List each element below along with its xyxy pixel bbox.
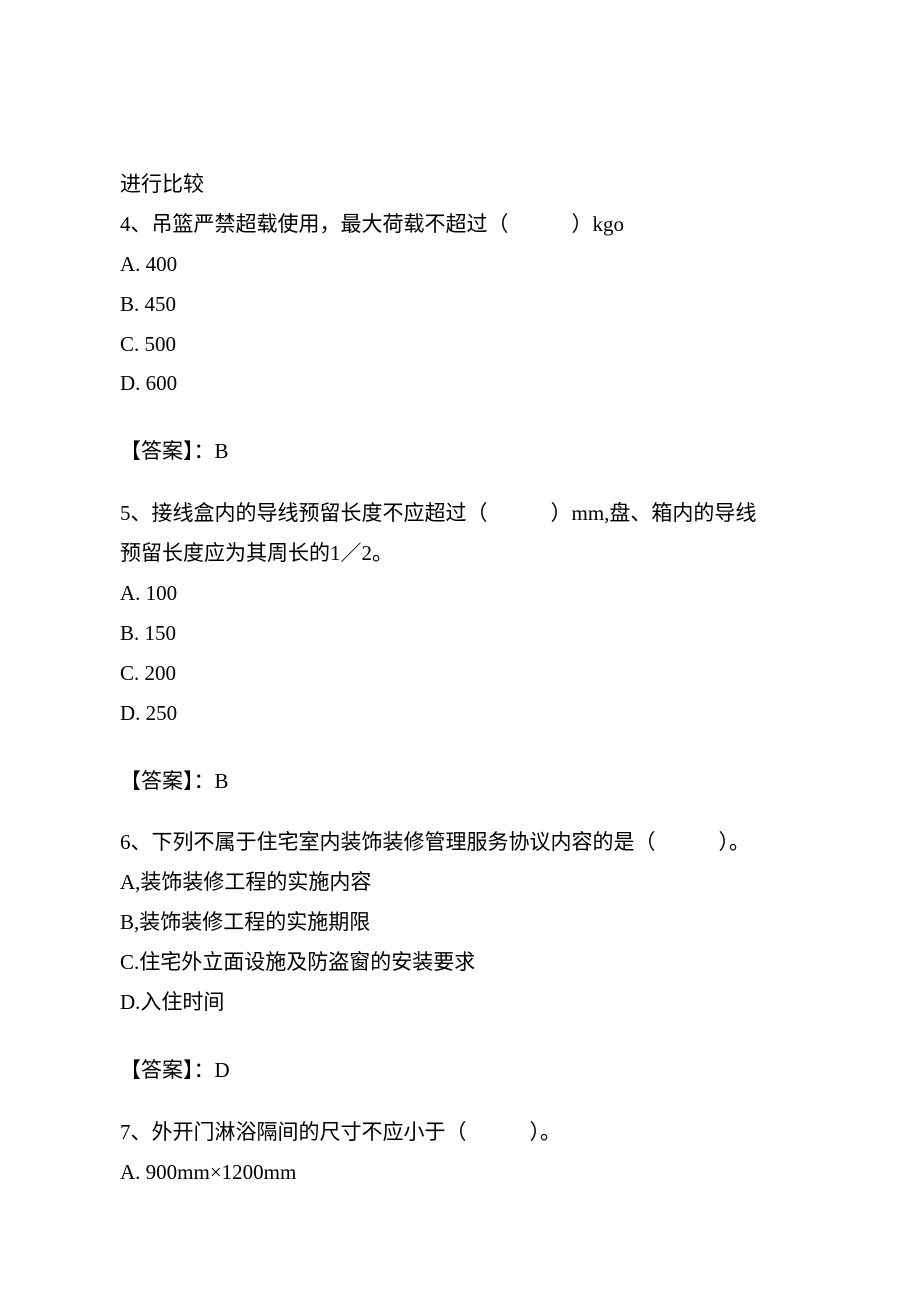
question-5: 5、接线盒内的导线预留长度不应超过（ ）mm,盘、箱内的导线 预留长度应为其周长… — [120, 494, 800, 801]
fragment-top-text: 进行比较 — [120, 172, 204, 196]
question-4-option-d: D. 600 — [120, 364, 800, 404]
question-4-answer: 【答案】：B — [120, 432, 800, 472]
question-5-option-d: D. 250 — [120, 694, 800, 734]
question-5-answer: 【答案】：B — [120, 762, 800, 802]
question-6-option-c: C.住宅外立面设施及防盗窗的安装要求 — [120, 943, 800, 983]
question-5-option-b: B. 150 — [120, 614, 800, 654]
page: 进行比较 4、吊篮严禁超载使用，最大荷载不超过（ ）kgo A. 400 B. … — [0, 0, 920, 1293]
question-7-stem: 7、外开门淋浴隔间的尺寸不应小于（ ）。 — [120, 1113, 800, 1153]
question-7: 7、外开门淋浴隔间的尺寸不应小于（ ）。 A. 900mm×1200mm — [120, 1113, 800, 1193]
question-5-stem-line1: 5、接线盒内的导线预留长度不应超过（ ）mm,盘、箱内的导线 — [120, 494, 800, 534]
question-4-option-c: C. 500 — [120, 325, 800, 365]
question-5-stem-line2: 预留长度应为其周长的1／2。 — [120, 534, 800, 574]
question-7-option-a: A. 900mm×1200mm — [120, 1153, 800, 1193]
question-4-option-b: B. 450 — [120, 285, 800, 325]
question-4-option-a: A. 400 — [120, 245, 800, 285]
fragment-top: 进行比较 — [120, 165, 800, 205]
question-6-option-b: B,装饰装修工程的实施期限 — [120, 903, 800, 943]
question-6-answer: 【答案】：D — [120, 1051, 800, 1091]
question-6-stem: 6、下列不属于住宅室内装饰装修管理服务协议内容的是（ ）。 — [120, 823, 800, 863]
question-5-option-c: C. 200 — [120, 654, 800, 694]
question-6-option-a: A,装饰装修工程的实施内容 — [120, 863, 800, 903]
question-4: 4、吊篮严禁超载使用，最大荷载不超过（ ）kgo A. 400 B. 450 C… — [120, 205, 800, 472]
question-5-option-a: A. 100 — [120, 574, 800, 614]
question-6: 6、下列不属于住宅室内装饰装修管理服务协议内容的是（ ）。 A,装饰装修工程的实… — [120, 823, 800, 1090]
question-6-option-d: D.入住时间 — [120, 983, 800, 1023]
question-4-stem: 4、吊篮严禁超载使用，最大荷载不超过（ ）kgo — [120, 205, 800, 245]
